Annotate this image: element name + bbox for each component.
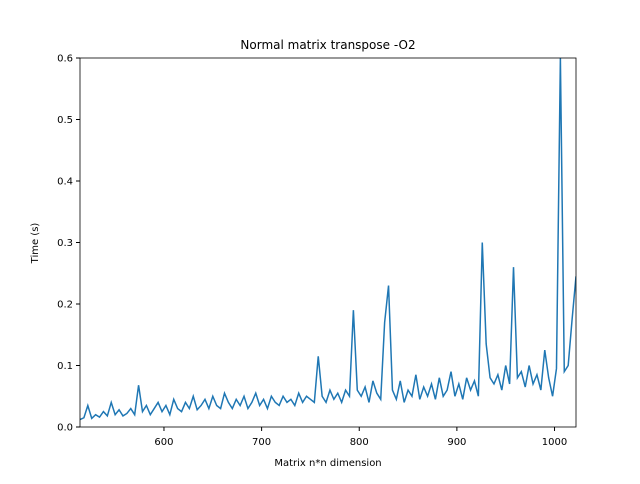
x-tick-label: 1000 — [542, 437, 567, 448]
y-axis-label: Time (s) — [30, 223, 41, 265]
chart-title: Normal matrix transpose -O2 — [240, 38, 415, 52]
y-tick-label: 0.3 — [57, 238, 73, 249]
x-tick-label: 600 — [154, 437, 173, 448]
plot-frame — [79, 57, 577, 428]
data-line — [80, 58, 576, 421]
y-tick-label: 0.0 — [57, 423, 73, 434]
x-axis-label: Matrix n*n dimension — [274, 458, 381, 469]
x-tick-label: 800 — [350, 437, 369, 448]
y-tick-label: 0.2 — [57, 300, 73, 311]
x-tick-label: 900 — [447, 437, 466, 448]
x-tick-label: 700 — [252, 437, 271, 448]
y-tick-label: 0.1 — [57, 361, 73, 372]
y-tick-label: 0.5 — [57, 115, 73, 126]
y-tick-label: 0.6 — [57, 54, 73, 65]
y-tick-label: 0.4 — [57, 177, 73, 188]
